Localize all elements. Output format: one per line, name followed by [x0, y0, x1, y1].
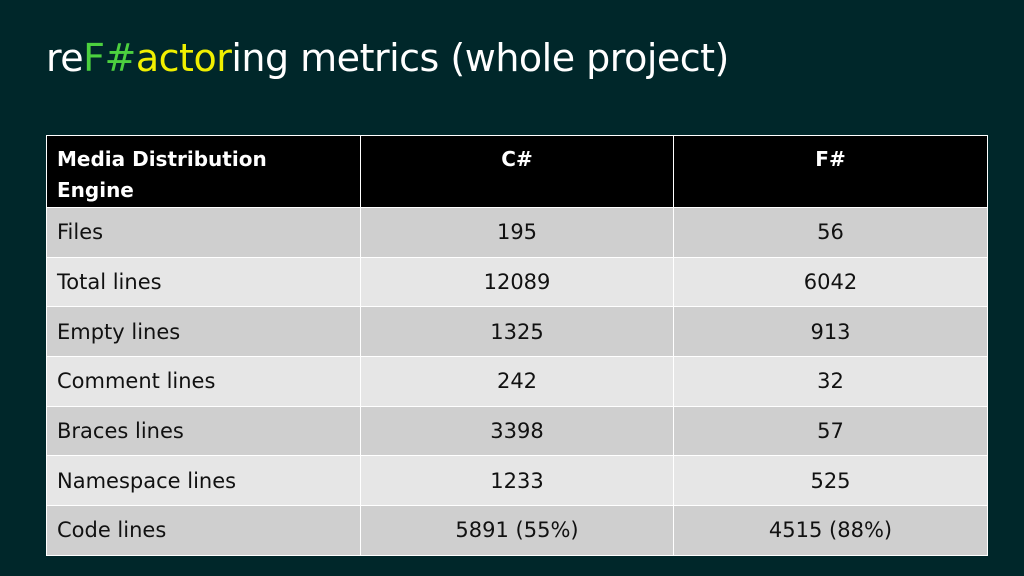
table-row: Namespace lines 1233 525 — [46, 455, 988, 507]
header-fsharp: F# — [673, 135, 988, 208]
metric-label: Files — [46, 207, 361, 258]
fsharp-value: 6042 — [673, 256, 988, 308]
table-row: Braces lines 3398 57 — [46, 405, 988, 457]
csharp-value: 12089 — [360, 256, 674, 308]
table-row: Files 195 56 — [46, 207, 988, 258]
fsharp-value: 913 — [673, 306, 988, 358]
metrics-table: Media Distribution Engine C# F# Files 19… — [46, 135, 988, 556]
csharp-value: 1233 — [360, 455, 674, 507]
table-row: Empty lines 1325 913 — [46, 306, 988, 358]
metric-label: Braces lines — [46, 405, 361, 457]
fsharp-value: 32 — [673, 356, 988, 407]
metric-label: Code lines — [46, 505, 361, 556]
title-part-re: re — [46, 36, 84, 80]
csharp-value: 195 — [360, 207, 674, 258]
table-row: Comment lines 242 32 — [46, 356, 988, 407]
csharp-value: 3398 — [360, 405, 674, 457]
table-header-row: Media Distribution Engine C# F# — [46, 135, 988, 208]
metric-label: Namespace lines — [46, 455, 361, 507]
metric-label: Total lines — [46, 256, 361, 308]
csharp-value: 5891 (55%) — [360, 505, 674, 556]
title-part-fsharp: F# — [83, 36, 136, 80]
header-csharp: C# — [360, 135, 674, 208]
table-row: Total lines 12089 6042 — [46, 256, 988, 308]
header-project: Media Distribution Engine — [46, 135, 361, 208]
slide-title: reF#actoring metrics (whole project) — [46, 36, 729, 80]
csharp-value: 1325 — [360, 306, 674, 358]
csharp-value: 242 — [360, 356, 674, 407]
fsharp-value: 4515 (88%) — [673, 505, 988, 556]
metric-label: Comment lines — [46, 356, 361, 407]
fsharp-value: 525 — [673, 455, 988, 507]
table-row: Code lines 5891 (55%) 4515 (88%) — [46, 505, 988, 556]
metric-label: Empty lines — [46, 306, 361, 358]
fsharp-value: 56 — [673, 207, 988, 258]
title-part-actor: actor — [135, 36, 232, 80]
title-part-rest: ing metrics (whole project) — [231, 36, 729, 80]
fsharp-value: 57 — [673, 405, 988, 457]
